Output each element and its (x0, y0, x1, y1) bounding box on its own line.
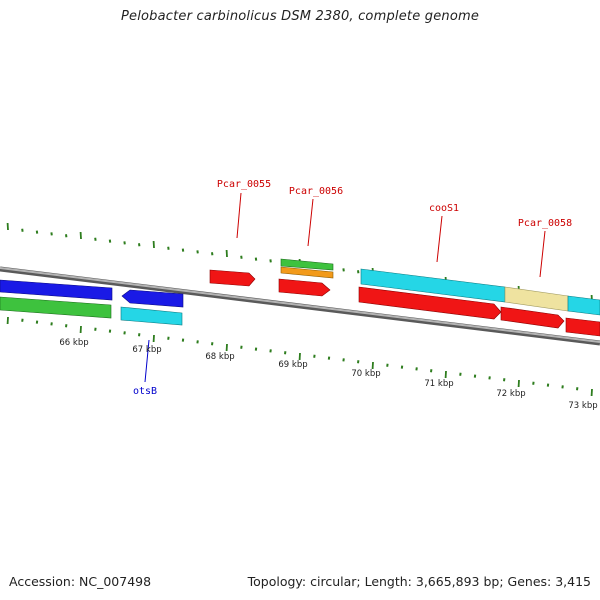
gene-block-cyan-right[interactable] (567, 295, 600, 316)
kbp-label: 66 kbp (59, 338, 88, 348)
gene-labels: Pcar_0055 Pcar_0056 cooS1 Pcar_0058 otsB (133, 179, 572, 397)
gene-label-leaders (144, 192, 546, 383)
leader-pcar0055 (236, 192, 242, 239)
genome-summary-text: Topology: circular; Length: 3,665,893 bp… (247, 574, 591, 589)
kbp-labels: 66 kbp 67 kbp 68 kbp 69 kbp 70 kbp 71 kb… (59, 338, 597, 411)
gene-block-green-left[interactable] (0, 296, 112, 319)
map-title: Pelobacter carbinolicus DSM 2380, comple… (120, 9, 480, 24)
accession-text: Accession: NC_007498 (9, 574, 152, 589)
gene-block-khaki[interactable] (504, 286, 569, 312)
gene-block-pcar0056-orange[interactable] (280, 266, 334, 279)
kbp-label: 71 kbp (424, 379, 453, 389)
kbp-label: 68 kbp (205, 352, 234, 362)
gene-block-red-right[interactable] (565, 317, 600, 337)
genome-backbone-highlight (0, 267, 600, 343)
inner-tick-row (6, 316, 593, 397)
gene-block-pcar0058-red[interactable] (500, 306, 565, 329)
leader-pcar0058 (539, 230, 546, 278)
gene-label-pcar0055[interactable]: Pcar_0055 (217, 179, 271, 190)
gene-block-pcar0056-red[interactable] (278, 278, 331, 297)
gene-block-pcar0055[interactable] (209, 269, 256, 287)
gene-block-coos1-red[interactable] (358, 286, 502, 320)
kbp-label: 69 kbp (278, 360, 307, 370)
gene-label-coos1[interactable]: cooS1 (429, 203, 459, 214)
leader-coos1 (436, 215, 443, 263)
feature-blocks-forward (0, 258, 600, 316)
gene-label-pcar0058[interactable]: Pcar_0058 (518, 218, 572, 229)
feature-blocks-reverse (0, 286, 600, 337)
gene-label-pcar0056[interactable]: Pcar_0056 (289, 186, 343, 197)
gene-block-otsb[interactable] (120, 306, 183, 326)
kbp-label: 72 kbp (496, 389, 525, 399)
gene-block-blue-left[interactable] (0, 279, 113, 301)
kbp-label: 70 kbp (351, 369, 380, 379)
gene-block-pcar0056-green[interactable] (280, 258, 334, 271)
leader-otsb (144, 339, 150, 383)
gene-label-otsb[interactable]: otsB (133, 386, 157, 397)
kbp-label: 73 kbp (568, 401, 597, 411)
gene-block-blue-arrow[interactable] (121, 289, 184, 308)
leader-pcar0056 (307, 198, 314, 247)
kbp-label: 67 kbp (132, 345, 161, 355)
